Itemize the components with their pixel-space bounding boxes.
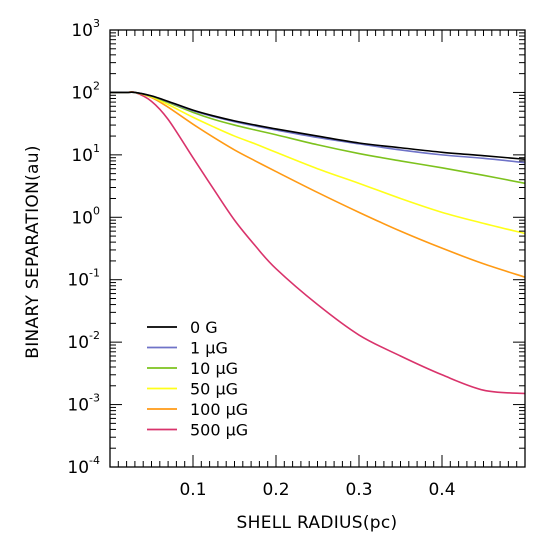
y-tick-label: 100 [71,204,100,228]
series-layer [110,90,526,395]
axes-layer [109,29,526,468]
y-tick-exponent: -4 [89,454,100,467]
legend-label-5: 500 μG [190,421,248,440]
y-tick-exponent: 1 [93,142,100,155]
y-tick-exponent: 0 [93,204,100,217]
y-tick-label: 103 [71,17,100,41]
y-tick-exponent: 3 [93,17,100,30]
series-line-4 [110,91,526,278]
x-tick-label: 0.1 [179,480,206,500]
legend-label-3: 50 μG [190,380,238,399]
y-tick-label: 102 [71,79,100,103]
y-tick-label: 10-4 [67,454,100,478]
y-tick-label: 101 [71,142,100,166]
series-line-0 [110,91,526,161]
y-axis-label: BINARY SEPARATION(au) [23,145,43,359]
y-tick-exponent: -2 [89,329,100,342]
y-tick-base: 10 [67,271,89,291]
y-tick-base: 10 [71,146,93,166]
legend-label-4: 100 μG [190,400,248,419]
legend-label-0: 0 G [190,318,218,337]
y-tick-exponent: 2 [93,79,100,92]
y-tick-exponent: -1 [89,267,100,280]
y-tick-base: 10 [71,21,93,41]
x-axis-label: SHELL RADIUS(pc) [237,513,398,533]
legend-label-2: 10 μG [190,359,238,378]
y-tick-label: 10-1 [67,267,100,291]
x-tick-label: 0.3 [345,480,372,500]
y-tick-exponent: -3 [89,392,100,405]
y-tick-base: 10 [71,208,93,228]
y-tick-base: 10 [71,83,93,103]
series-line-3 [110,91,526,235]
x-tick-label: 0.2 [262,480,289,500]
y-tick-base: 10 [67,396,89,416]
y-tick-label: 10-2 [67,329,100,353]
legend-label-1: 1 μG [190,339,228,358]
y-tick-base: 10 [67,333,89,353]
y-tick-base: 10 [67,458,89,478]
series-line-5 [110,90,526,395]
x-tick-label: 0.4 [428,480,455,500]
y-tick-label: 10-3 [67,392,100,416]
plot-frame [109,29,526,468]
